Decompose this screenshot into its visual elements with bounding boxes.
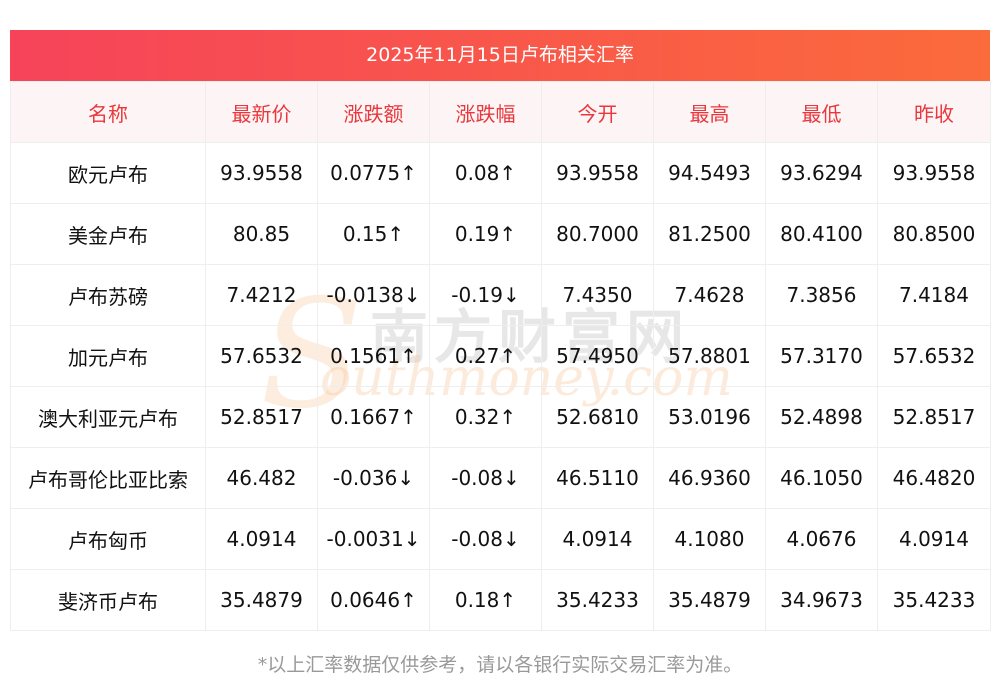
cell-low: 52.4898 [765,386,878,448]
cell-latest: 57.6532 [205,325,318,387]
cell-high: 7.4628 [653,264,766,326]
footnote: *以上汇率数据仅供参考，请以各银行实际交易汇率为准。 [257,654,743,676]
cell-change: 0.15↑ [317,203,430,265]
cell-change: -0.0031↓ [317,508,430,570]
table-row: 加元卢布 57.6532 0.1561↑ 0.27↑ 57.4950 57.8801 57.… [10,325,991,387]
cell-high: 57.8801 [653,325,766,387]
table-row: 卢布苏磅 7.4212 -0.0138↓ -0.19↓ 7.4350 7.4628 7.38… [10,264,991,326]
cell-high: 81.2500 [653,203,766,265]
cell-latest: 46.482 [205,447,318,509]
cell-name: 卢布苏磅 [10,264,206,326]
cell-change-pct: -0.08↓ [429,447,542,509]
cell-prev-close: 93.9558 [877,142,991,204]
cell-change-pct: 0.32↑ [429,386,542,448]
cell-high: 35.4879 [653,569,766,631]
cell-prev-close: 35.4233 [877,569,991,631]
cell-open: 80.7000 [541,203,654,265]
cell-low: 57.3170 [765,325,878,387]
cell-change-pct: -0.08↓ [429,508,542,570]
cell-name: 加元卢布 [10,325,206,387]
cell-low: 4.0676 [765,508,878,570]
cell-change-pct: 0.19↑ [429,203,542,265]
cell-change: 0.1667↑ [317,386,430,448]
cell-open: 46.5110 [541,447,654,509]
cell-name: 卢布哥伦比亚比索 [10,447,206,509]
cell-high: 46.9360 [653,447,766,509]
cell-low: 80.4100 [765,203,878,265]
cell-latest: 7.4212 [205,264,318,326]
header-prev-close: 昨收 [877,81,991,143]
header-latest: 最新价 [205,81,318,143]
cell-name: 美金卢布 [10,203,206,265]
cell-name: 卢布匈币 [10,508,206,570]
header-open: 今开 [541,81,654,143]
cell-low: 46.1050 [765,447,878,509]
cell-prev-close: 57.6532 [877,325,991,387]
cell-open: 93.9558 [541,142,654,204]
cell-change: -0.0138↓ [317,264,430,326]
cell-low: 93.6294 [765,142,878,204]
cell-latest: 80.85 [205,203,318,265]
cell-open: 35.4233 [541,569,654,631]
header-name: 名称 [10,81,206,143]
cell-change-pct: 0.18↑ [429,569,542,631]
cell-name: 斐济币卢布 [10,569,206,631]
table-row: 欧元卢布 93.9558 0.0775↑ 0.08↑ 93.9558 94.5493 93.… [10,142,991,204]
cell-latest: 52.8517 [205,386,318,448]
table-row: 卢布哥伦比亚比索 46.482 -0.036↓ -0.08↓ 46.5110 46.936… [10,447,991,509]
cell-high: 94.5493 [653,142,766,204]
cell-prev-close: 7.4184 [877,264,991,326]
cell-change: 0.1561↑ [317,325,430,387]
cell-prev-close: 52.8517 [877,386,991,448]
cell-change-pct: -0.19↓ [429,264,542,326]
cell-name: 欧元卢布 [10,142,206,204]
cell-change-pct: 0.08↑ [429,142,542,204]
table-row: 卢布匈币 4.0914 -0.0031↓ -0.08↓ 4.0914 4.1080 4.06… [10,508,991,570]
cell-latest: 93.9558 [205,142,318,204]
cell-name: 澳大利亚元卢布 [10,386,206,448]
header-high: 最高 [653,81,766,143]
cell-latest: 4.0914 [205,508,318,570]
cell-change: 0.0646↑ [317,569,430,631]
cell-change: -0.036↓ [317,447,430,509]
header-change-pct: 涨跌幅 [429,81,542,143]
cell-high: 4.1080 [653,508,766,570]
cell-low: 34.9673 [765,569,878,631]
cell-open: 52.6810 [541,386,654,448]
header-change: 涨跌额 [317,81,430,143]
cell-latest: 35.4879 [205,569,318,631]
cell-change: 0.0775↑ [317,142,430,204]
cell-open: 4.0914 [541,508,654,570]
cell-prev-close: 46.4820 [877,447,991,509]
cell-change-pct: 0.27↑ [429,325,542,387]
cell-low: 7.3856 [765,264,878,326]
table-row: 澳大利亚元卢布 52.8517 0.1667↑ 0.32↑ 52.6810 53.0196… [10,386,991,448]
cell-prev-close: 80.8500 [877,203,991,265]
cell-open: 57.4950 [541,325,654,387]
header-row: 名称 最新价 涨跌额 涨跌幅 今开 最高 最低 昨收 [10,81,991,143]
table-row: 美金卢布 80.85 0.15↑ 0.19↑ 80.7000 81.2500 80.4100… [10,203,991,265]
cell-prev-close: 4.0914 [877,508,991,570]
table-row: 斐济币卢布 35.4879 0.0646↑ 0.18↑ 35.4233 35.4879 34… [10,569,991,631]
cell-high: 53.0196 [653,386,766,448]
header-low: 最低 [765,81,878,143]
cell-open: 7.4350 [541,264,654,326]
exchange-rate-table: 名称 最新价 涨跌额 涨跌幅 今开 最高 最低 昨收 欧元卢布 93.9558 0.… [10,81,991,631]
table-title: 2025年11月15日卢布相关汇率 [10,30,990,81]
